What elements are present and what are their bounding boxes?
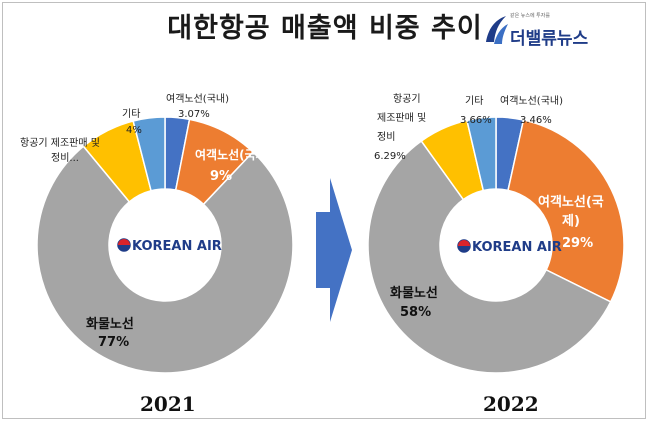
slice-2021-cargo bbox=[36, 145, 294, 374]
logo-emblem-icon bbox=[486, 16, 508, 44]
taeguk-blue-icon bbox=[458, 246, 470, 252]
taeguk-blue-icon bbox=[118, 245, 130, 251]
label-2022-aircraft-name-line2: 제조판매 및 bbox=[377, 112, 426, 124]
taeguk-red-icon bbox=[458, 240, 470, 246]
label-2022-aircraft-name-line1: 항공기 bbox=[393, 93, 421, 105]
year-2022: 2022 bbox=[483, 392, 539, 416]
transition-arrow bbox=[316, 178, 352, 322]
slice-2022-cargo bbox=[367, 139, 612, 374]
label-2022-domestic-value: 3.46% bbox=[520, 115, 552, 126]
brand-label-2022: KOREAN AIR bbox=[472, 240, 562, 255]
chart-frame bbox=[2, 2, 646, 419]
chart-title: 대한항공 매출액 비중 추이 bbox=[167, 13, 483, 44]
slice-2021-other bbox=[132, 116, 166, 192]
korean-air-logo-2022: KOREAN AIR bbox=[457, 239, 562, 255]
label-2022-cargo-value: 58% bbox=[400, 305, 431, 320]
label-2021-aircraft-name-line2: 정비... bbox=[51, 152, 79, 164]
label-2021-domestic-value: 3.07% bbox=[178, 109, 210, 120]
label-2022-aircraft-name-line3: 정비 bbox=[377, 131, 395, 143]
label-2021-cargo-value: 77% bbox=[98, 335, 129, 350]
label-2022-aircraft-value: 6.29% bbox=[374, 151, 406, 162]
brand-label-2021: KOREAN AIR bbox=[132, 239, 222, 254]
label-2022-international-name-line2: 제) bbox=[562, 214, 580, 229]
logo-tagline: 같은 뉴스에 투자를 bbox=[510, 13, 550, 19]
label-2021-aircraft-name-line1: 항공기 제조판매 및 bbox=[20, 137, 100, 149]
label-2022-cargo-name: 화물노선 bbox=[390, 285, 438, 301]
label-2021-other-value: 4% bbox=[126, 125, 142, 136]
label-2022-other-name: 기타 bbox=[465, 95, 483, 107]
korean-air-logo-2021: KOREAN AIR bbox=[117, 238, 222, 254]
label-2022-international-value: 29% bbox=[562, 236, 593, 251]
label-2022-international-name-line1: 여객노선(국 bbox=[538, 194, 604, 210]
label-2021-international-value: 9% bbox=[210, 169, 232, 184]
year-2021: 2021 bbox=[140, 392, 196, 416]
label-2021-cargo-name: 화물노선 bbox=[86, 316, 134, 332]
label-2021-other-name: 기타 bbox=[122, 108, 140, 120]
label-2022-domestic-name: 여객노선(국내) bbox=[500, 95, 563, 107]
slice-2022-international bbox=[507, 119, 625, 303]
label-2022-other-value: 3.66% bbox=[460, 115, 492, 126]
label-2021-international-name: 여객노선(국제) bbox=[195, 147, 272, 162]
label-2021-domestic-name: 여객노선(국내) bbox=[166, 93, 229, 105]
taeguk-red-icon bbox=[118, 239, 130, 245]
slice-2022-other bbox=[466, 116, 497, 192]
logo-text: 더밸류뉴스 bbox=[510, 29, 589, 49]
brand-logo: 같은 뉴스에 투자를 더밸류뉴스 bbox=[482, 12, 612, 52]
